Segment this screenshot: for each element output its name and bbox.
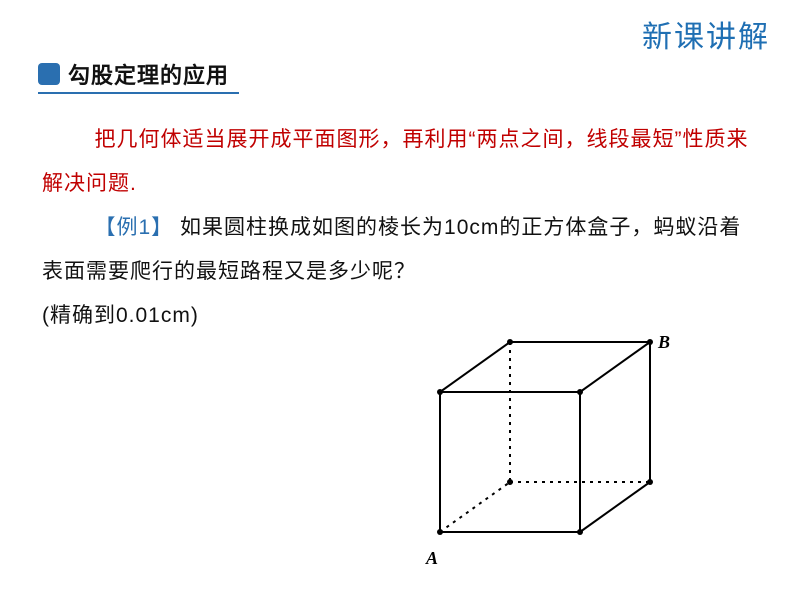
vertex-label-b: B [658, 332, 670, 353]
vertex-label-a: A [426, 548, 438, 569]
header-label: 新课讲解 [642, 12, 770, 56]
example-text: 【例1】 如果圆柱换成如图的棱长为10cm的正方体盒子，蚂蚁沿着表面需要爬行的最… [42, 206, 752, 294]
section-title-row: 勾股定理的应用 [38, 58, 239, 94]
section-title: 勾股定理的应用 [68, 58, 229, 90]
section-bullet-icon [38, 63, 60, 85]
intro-text: 把几何体适当展开成平面图形，再利用“两点之间，线段最短”性质来解决问题. [42, 118, 752, 206]
cube-figure: A B [400, 332, 690, 584]
content-block: 把几何体适当展开成平面图形，再利用“两点之间，线段最短”性质来解决问题. 【例1… [42, 118, 752, 338]
example-label: 【例1】 [95, 216, 174, 239]
cube-svg [400, 332, 690, 584]
